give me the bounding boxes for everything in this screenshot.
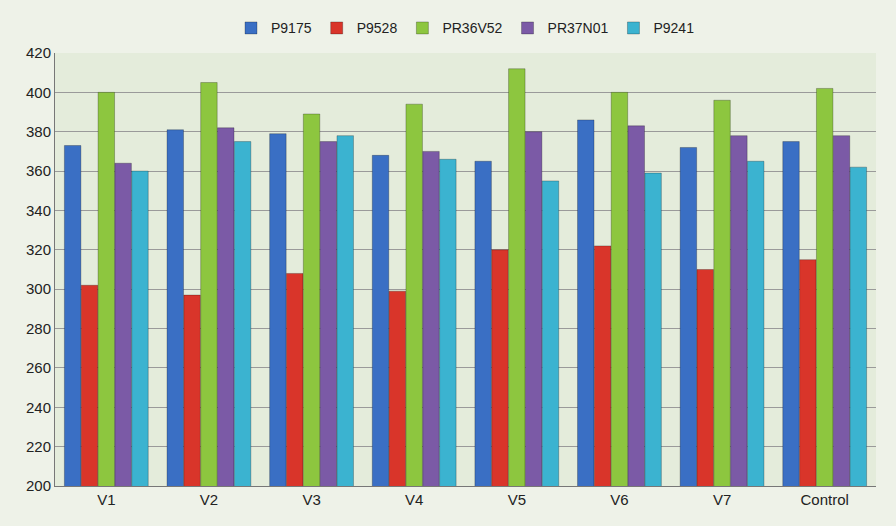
svg-text:240: 240 xyxy=(26,399,51,416)
svg-text:200: 200 xyxy=(26,477,51,494)
svg-text:280: 280 xyxy=(26,320,51,337)
svg-text:PR37N01: PR37N01 xyxy=(548,20,609,36)
svg-text:PR36V52: PR36V52 xyxy=(442,20,502,36)
svg-text:P9175: P9175 xyxy=(271,20,312,36)
svg-text:320: 320 xyxy=(26,241,51,258)
svg-text:420: 420 xyxy=(26,44,51,61)
svg-text:400: 400 xyxy=(26,84,51,101)
svg-text:220: 220 xyxy=(26,438,51,455)
svg-text:360: 360 xyxy=(26,162,51,179)
svg-text:V3: V3 xyxy=(302,491,320,508)
svg-text:Control: Control xyxy=(801,491,849,508)
svg-text:260: 260 xyxy=(26,359,51,376)
svg-text:V5: V5 xyxy=(508,491,526,508)
svg-text:300: 300 xyxy=(26,280,51,297)
svg-text:V1: V1 xyxy=(97,491,115,508)
svg-text:V2: V2 xyxy=(200,491,218,508)
svg-text:P9528: P9528 xyxy=(357,20,398,36)
svg-text:V7: V7 xyxy=(713,491,731,508)
svg-text:340: 340 xyxy=(26,202,51,219)
svg-text:P9241: P9241 xyxy=(653,20,694,36)
svg-text:V4: V4 xyxy=(405,491,423,508)
svg-text:V6: V6 xyxy=(610,491,628,508)
svg-text:380: 380 xyxy=(26,123,51,140)
